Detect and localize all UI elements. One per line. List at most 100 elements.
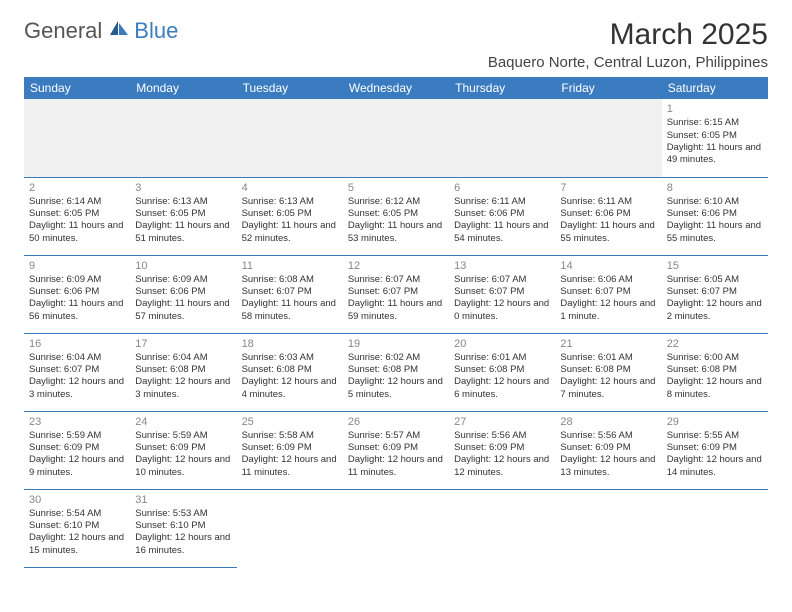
sunrise-text: Sunrise: 6:03 AM bbox=[242, 352, 338, 364]
sunset-text: Sunset: 6:08 PM bbox=[560, 364, 656, 376]
day-number: 28 bbox=[560, 415, 656, 429]
day-number: 10 bbox=[135, 259, 231, 273]
sunrise-text: Sunrise: 5:54 AM bbox=[29, 508, 125, 520]
logo-text-general: General bbox=[24, 18, 102, 44]
calendar-cell: 14Sunrise: 6:06 AMSunset: 6:07 PMDayligh… bbox=[555, 255, 661, 333]
calendar-cell bbox=[343, 489, 449, 567]
sunset-text: Sunset: 6:08 PM bbox=[454, 364, 550, 376]
sunrise-text: Sunrise: 6:15 AM bbox=[667, 117, 763, 129]
sunset-text: Sunset: 6:05 PM bbox=[348, 208, 444, 220]
weekday-header: Wednesday bbox=[343, 77, 449, 99]
sunset-text: Sunset: 6:10 PM bbox=[135, 520, 231, 532]
sunrise-text: Sunrise: 6:04 AM bbox=[29, 352, 125, 364]
sunset-text: Sunset: 6:06 PM bbox=[454, 208, 550, 220]
daylight-text: Daylight: 11 hours and 49 minutes. bbox=[667, 142, 763, 167]
sunrise-text: Sunrise: 6:07 AM bbox=[454, 274, 550, 286]
sunset-text: Sunset: 6:07 PM bbox=[348, 286, 444, 298]
calendar-cell bbox=[449, 99, 555, 177]
daylight-text: Daylight: 12 hours and 13 minutes. bbox=[560, 454, 656, 479]
sunset-text: Sunset: 6:09 PM bbox=[29, 442, 125, 454]
sunrise-text: Sunrise: 5:59 AM bbox=[29, 430, 125, 442]
weekday-header: Saturday bbox=[662, 77, 768, 99]
daylight-text: Daylight: 12 hours and 6 minutes. bbox=[454, 376, 550, 401]
sunrise-text: Sunrise: 6:09 AM bbox=[29, 274, 125, 286]
sunrise-text: Sunrise: 6:13 AM bbox=[135, 196, 231, 208]
calendar-cell: 4Sunrise: 6:13 AMSunset: 6:05 PMDaylight… bbox=[237, 177, 343, 255]
day-number: 16 bbox=[29, 337, 125, 351]
daylight-text: Daylight: 12 hours and 16 minutes. bbox=[135, 532, 231, 557]
sunrise-text: Sunrise: 6:14 AM bbox=[29, 196, 125, 208]
sunset-text: Sunset: 6:07 PM bbox=[242, 286, 338, 298]
daylight-text: Daylight: 11 hours and 56 minutes. bbox=[29, 298, 125, 323]
calendar-cell: 2Sunrise: 6:14 AMSunset: 6:05 PMDaylight… bbox=[24, 177, 130, 255]
daylight-text: Daylight: 12 hours and 3 minutes. bbox=[29, 376, 125, 401]
calendar-cell: 30Sunrise: 5:54 AMSunset: 6:10 PMDayligh… bbox=[24, 489, 130, 567]
daylight-text: Daylight: 12 hours and 8 minutes. bbox=[667, 376, 763, 401]
daylight-text: Daylight: 11 hours and 59 minutes. bbox=[348, 298, 444, 323]
weekday-header: Monday bbox=[130, 77, 236, 99]
daylight-text: Daylight: 12 hours and 0 minutes. bbox=[454, 298, 550, 323]
calendar-cell: 9Sunrise: 6:09 AMSunset: 6:06 PMDaylight… bbox=[24, 255, 130, 333]
day-number: 24 bbox=[135, 415, 231, 429]
calendar-cell: 8Sunrise: 6:10 AMSunset: 6:06 PMDaylight… bbox=[662, 177, 768, 255]
sunrise-text: Sunrise: 5:56 AM bbox=[454, 430, 550, 442]
daylight-text: Daylight: 11 hours and 53 minutes. bbox=[348, 220, 444, 245]
sunset-text: Sunset: 6:10 PM bbox=[29, 520, 125, 532]
calendar-cell bbox=[662, 489, 768, 567]
calendar-cell: 6Sunrise: 6:11 AMSunset: 6:06 PMDaylight… bbox=[449, 177, 555, 255]
daylight-text: Daylight: 11 hours and 51 minutes. bbox=[135, 220, 231, 245]
sunrise-text: Sunrise: 5:57 AM bbox=[348, 430, 444, 442]
header: General Blue March 2025 Baquero Norte, C… bbox=[24, 18, 768, 71]
sunset-text: Sunset: 6:08 PM bbox=[348, 364, 444, 376]
calendar-cell: 17Sunrise: 6:04 AMSunset: 6:08 PMDayligh… bbox=[130, 333, 236, 411]
sunset-text: Sunset: 6:09 PM bbox=[242, 442, 338, 454]
daylight-text: Daylight: 12 hours and 7 minutes. bbox=[560, 376, 656, 401]
calendar-cell: 18Sunrise: 6:03 AMSunset: 6:08 PMDayligh… bbox=[237, 333, 343, 411]
sunrise-text: Sunrise: 6:07 AM bbox=[348, 274, 444, 286]
sunrise-text: Sunrise: 5:59 AM bbox=[135, 430, 231, 442]
sunrise-text: Sunrise: 5:58 AM bbox=[242, 430, 338, 442]
calendar-cell: 23Sunrise: 5:59 AMSunset: 6:09 PMDayligh… bbox=[24, 411, 130, 489]
calendar-cell: 5Sunrise: 6:12 AMSunset: 6:05 PMDaylight… bbox=[343, 177, 449, 255]
day-number: 11 bbox=[242, 259, 338, 273]
calendar-cell bbox=[237, 489, 343, 567]
day-number: 13 bbox=[454, 259, 550, 273]
day-number: 31 bbox=[135, 493, 231, 507]
calendar-table: SundayMondayTuesdayWednesdayThursdayFrid… bbox=[24, 77, 768, 568]
sunrise-text: Sunrise: 6:10 AM bbox=[667, 196, 763, 208]
sunset-text: Sunset: 6:07 PM bbox=[560, 286, 656, 298]
sunrise-text: Sunrise: 6:05 AM bbox=[667, 274, 763, 286]
day-number: 30 bbox=[29, 493, 125, 507]
title-block: March 2025 Baquero Norte, Central Luzon,… bbox=[488, 18, 768, 71]
calendar-cell: 13Sunrise: 6:07 AMSunset: 6:07 PMDayligh… bbox=[449, 255, 555, 333]
day-number: 2 bbox=[29, 181, 125, 195]
day-number: 12 bbox=[348, 259, 444, 273]
calendar-cell: 12Sunrise: 6:07 AMSunset: 6:07 PMDayligh… bbox=[343, 255, 449, 333]
day-number: 21 bbox=[560, 337, 656, 351]
calendar-cell: 28Sunrise: 5:56 AMSunset: 6:09 PMDayligh… bbox=[555, 411, 661, 489]
day-number: 5 bbox=[348, 181, 444, 195]
sunset-text: Sunset: 6:09 PM bbox=[560, 442, 656, 454]
sunrise-text: Sunrise: 5:56 AM bbox=[560, 430, 656, 442]
calendar-cell: 20Sunrise: 6:01 AMSunset: 6:08 PMDayligh… bbox=[449, 333, 555, 411]
daylight-text: Daylight: 12 hours and 4 minutes. bbox=[242, 376, 338, 401]
sunset-text: Sunset: 6:07 PM bbox=[29, 364, 125, 376]
calendar-cell: 21Sunrise: 6:01 AMSunset: 6:08 PMDayligh… bbox=[555, 333, 661, 411]
daylight-text: Daylight: 12 hours and 15 minutes. bbox=[29, 532, 125, 557]
day-number: 1 bbox=[667, 102, 763, 116]
calendar-cell: 24Sunrise: 5:59 AMSunset: 6:09 PMDayligh… bbox=[130, 411, 236, 489]
sunset-text: Sunset: 6:08 PM bbox=[135, 364, 231, 376]
weekday-header: Thursday bbox=[449, 77, 555, 99]
day-number: 15 bbox=[667, 259, 763, 273]
sunrise-text: Sunrise: 6:09 AM bbox=[135, 274, 231, 286]
daylight-text: Daylight: 12 hours and 11 minutes. bbox=[242, 454, 338, 479]
sunrise-text: Sunrise: 6:04 AM bbox=[135, 352, 231, 364]
sunset-text: Sunset: 6:05 PM bbox=[242, 208, 338, 220]
calendar-cell: 15Sunrise: 6:05 AMSunset: 6:07 PMDayligh… bbox=[662, 255, 768, 333]
calendar-head: SundayMondayTuesdayWednesdayThursdayFrid… bbox=[24, 77, 768, 99]
location: Baquero Norte, Central Luzon, Philippine… bbox=[488, 54, 768, 71]
logo-text-blue: Blue bbox=[134, 18, 178, 44]
sunset-text: Sunset: 6:09 PM bbox=[667, 442, 763, 454]
day-number: 4 bbox=[242, 181, 338, 195]
calendar-cell: 25Sunrise: 5:58 AMSunset: 6:09 PMDayligh… bbox=[237, 411, 343, 489]
